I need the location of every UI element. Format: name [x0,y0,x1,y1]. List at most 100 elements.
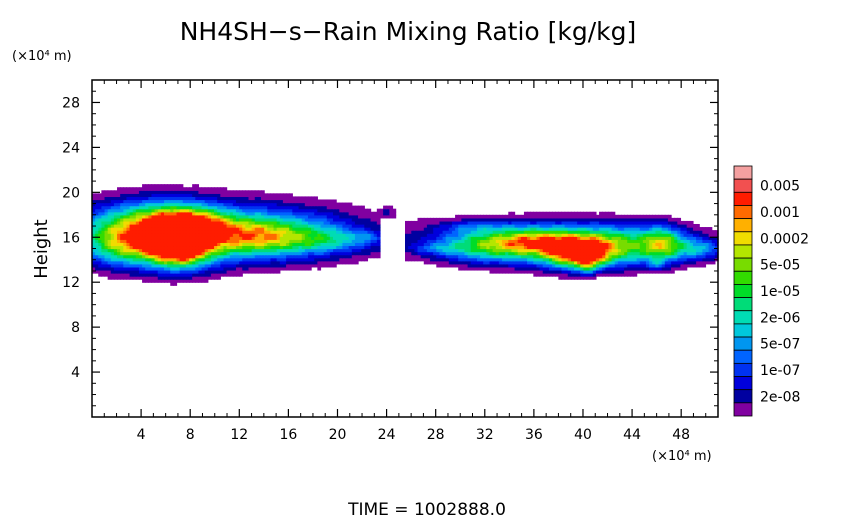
field-cell [182,193,187,198]
field-cell [442,239,447,243]
field-cell [333,239,337,243]
field-cell [173,269,178,274]
field-cell [151,190,156,194]
field-cell [420,242,425,247]
field-cell [267,233,272,237]
field-cell [705,254,710,259]
field-cell [414,230,419,234]
field-cell [204,208,209,213]
field-cell [214,230,218,234]
field-cell [307,248,312,253]
field-cell [498,227,503,231]
field-cell [523,239,528,243]
field-cell [473,245,478,250]
field-cell [577,263,581,268]
field-cell [142,248,146,253]
field-cell [185,263,190,268]
field-cell [348,254,353,259]
field-cell [264,196,268,201]
field-cell [605,257,610,262]
field-cell [123,223,128,228]
field-cell [542,260,547,265]
colorbar-swatch [733,284,753,298]
field-cell [689,220,694,225]
field-cell [552,236,556,240]
field-cell [542,263,547,268]
field-cell [210,220,215,225]
field-cell [104,205,109,210]
field-cell [498,217,503,222]
field-cell [652,257,656,262]
field-cell [267,208,272,213]
field-cell [351,220,356,225]
x-tick-label: 8 [186,427,195,443]
field-cell [167,199,171,204]
field-cell [320,257,325,262]
field-cell [292,251,297,256]
field-cell [361,236,365,240]
field-cell [182,257,187,262]
field-cell [145,217,149,222]
field-cell [586,254,591,259]
field-cell [223,260,228,265]
field-cell [426,220,431,225]
field-cell [295,230,300,234]
field-cell [235,230,240,234]
field-cell [589,245,594,250]
field-cell [245,196,250,201]
field-cell [264,205,268,210]
field-cell [570,260,575,265]
field-cell [254,223,259,228]
field-cell [336,230,340,234]
field-cell [170,214,174,219]
field-cell [711,248,716,253]
field-cell [361,227,365,231]
field-cell [527,211,531,216]
field-cell [564,257,569,262]
field-cell [173,242,178,247]
field-cell [273,193,278,198]
field-cell [286,254,290,259]
field-cell [223,248,228,253]
field-cell [433,239,437,243]
field-cell [689,242,694,247]
field-cell [442,257,447,262]
field-cell [226,251,231,256]
field-cell [652,248,656,253]
field-cell [323,202,328,207]
field-cell [267,269,272,274]
field-cell [464,227,469,231]
field-cell [461,260,466,265]
field-cell [614,236,619,240]
field-cell [173,214,178,219]
field-cell [207,208,212,213]
field-cell [677,217,682,222]
field-cell [646,260,650,265]
field-cell [561,214,566,219]
colorbar-swatch [733,270,753,285]
field-cell [320,254,325,259]
field-cell [671,269,675,274]
field-cell [433,227,437,231]
field-cell [135,230,140,234]
field-cell [270,242,275,247]
field-cell [185,273,190,277]
field-cell [176,184,181,188]
field-cell [282,217,287,222]
field-cell [430,257,434,262]
field-cell [104,208,109,213]
field-cell [467,242,472,247]
field-cell [145,196,149,201]
field-cell [151,205,156,210]
field-cell [160,242,165,247]
field-cell [326,263,331,268]
field-cell [135,223,140,228]
field-cell [248,205,253,210]
field-cell [639,242,644,247]
field-cell [655,248,660,253]
field-cell [232,239,237,243]
field-cell [661,260,666,265]
field-cell [611,233,616,237]
field-cell [567,242,572,247]
field-cell [323,199,328,204]
